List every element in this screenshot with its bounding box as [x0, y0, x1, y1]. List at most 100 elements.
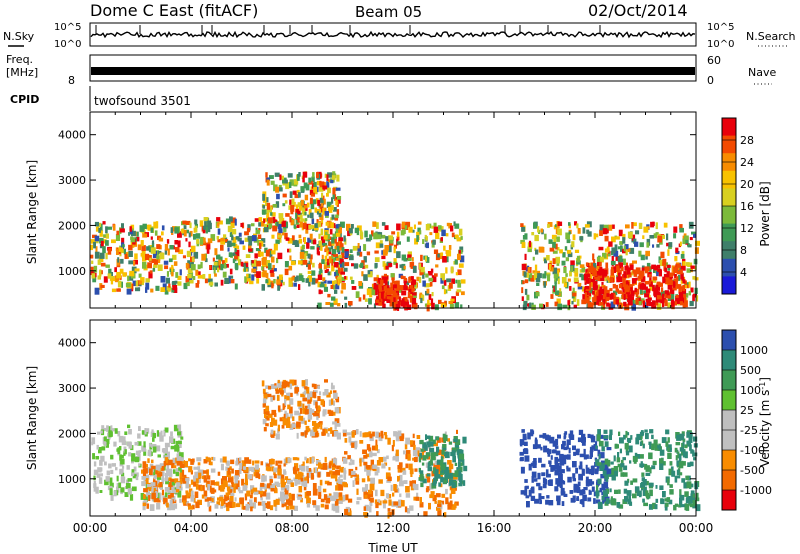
- echo-cell: [598, 289, 601, 297]
- echo-cell: [243, 484, 248, 491]
- echo-cell: [450, 472, 454, 479]
- echo-cell: [302, 222, 307, 230]
- echo-cell: [443, 512, 447, 518]
- echo-cell: [235, 265, 239, 271]
- echo-cell: [144, 428, 147, 435]
- echo-cell: [666, 271, 670, 278]
- echo-cell: [391, 279, 395, 284]
- echo-cell: [164, 472, 169, 479]
- echo-cell: [137, 433, 141, 439]
- echo-cell: [642, 282, 645, 288]
- echo-cell: [404, 506, 408, 513]
- echo-cell: [360, 232, 364, 240]
- echo-cell: [163, 464, 166, 471]
- echo-cell: [196, 239, 200, 244]
- echo-cell: [393, 246, 396, 254]
- echo-cell: [644, 266, 649, 271]
- echo-cell: [324, 480, 330, 485]
- echo-cell: [279, 417, 284, 422]
- echo-cell: [669, 489, 674, 495]
- echo-cell: [402, 470, 407, 475]
- echo-cell: [324, 211, 329, 216]
- echo-cell: [117, 280, 122, 288]
- echo-cell: [109, 431, 113, 437]
- echo-cell: [307, 237, 312, 243]
- echo-cell: [304, 379, 308, 386]
- echo-cell: [676, 298, 681, 304]
- echo-cell: [349, 249, 353, 253]
- echo-cell: [200, 236, 205, 241]
- velocity-x-axis: 00:00 04:00 08:00 12:00 16:00 20:00 00:00: [73, 320, 713, 535]
- echo-cell: [441, 468, 444, 473]
- echo-cell: [576, 260, 581, 265]
- echo-cell: [277, 424, 280, 432]
- echo-cell: [99, 237, 104, 244]
- echo-cell: [130, 224, 135, 231]
- echo-cell: [194, 225, 198, 233]
- echo-cell: [289, 248, 292, 253]
- echo-cell: [238, 232, 242, 237]
- echo-cell: [287, 457, 292, 463]
- echo-cell: [655, 232, 659, 236]
- echo-cell: [374, 257, 380, 262]
- echo-cell: [272, 216, 276, 222]
- echo-cell: [229, 216, 233, 222]
- echo-cell: [359, 440, 364, 444]
- echo-cell: [450, 225, 454, 232]
- power-x-axis: [89, 112, 697, 308]
- echo-cell: [656, 271, 659, 277]
- echo-cell: [105, 226, 108, 234]
- echo-cell: [266, 212, 270, 219]
- echo-cell: [582, 494, 587, 502]
- echo-cell: [416, 276, 420, 282]
- echo-cell: [593, 233, 597, 240]
- echo-cell: [454, 501, 459, 506]
- echo-cell: [574, 272, 579, 277]
- echo-cell: [211, 456, 214, 461]
- echo-cell: [301, 380, 306, 387]
- echo-cell: [533, 222, 537, 229]
- colorbar-swatch: [722, 330, 736, 351]
- echo-cell: [664, 498, 669, 502]
- echo-cell: [563, 458, 567, 465]
- echo-cell: [630, 290, 635, 297]
- echo-cell: [684, 235, 689, 240]
- echo-cell: [428, 294, 432, 300]
- echo-cell: [385, 284, 388, 291]
- echo-cell: [290, 260, 296, 266]
- echo-cell: [319, 267, 322, 271]
- echo-cell: [641, 472, 645, 477]
- echo-cell: [618, 272, 621, 277]
- echo-cell: [102, 246, 106, 254]
- echo-cell: [387, 476, 392, 482]
- echo-cell: [297, 400, 302, 407]
- echo-cell: [441, 457, 444, 462]
- echo-cell: [308, 209, 312, 215]
- echo-cell: [404, 301, 409, 306]
- echo-cell: [660, 290, 666, 296]
- echo-cell: [425, 488, 429, 493]
- echo-cell: [682, 284, 686, 292]
- echo-cell: [283, 387, 286, 393]
- echo-cell: [685, 293, 689, 298]
- echo-cell: [605, 498, 610, 504]
- echo-cell: [231, 482, 235, 488]
- echo-cell: [610, 461, 614, 465]
- echo-cell: [634, 287, 637, 293]
- echo-cell: [529, 273, 533, 278]
- echo-cell: [625, 272, 630, 279]
- echo-cell: [336, 482, 339, 490]
- echo-cell: [181, 228, 185, 234]
- echo-cell: [287, 238, 293, 244]
- echo-cell: [284, 179, 288, 184]
- echo-cell: [183, 282, 188, 290]
- colorbar-swatch: [722, 135, 736, 154]
- echo-cell: [121, 472, 125, 477]
- echo-cell: [140, 277, 145, 283]
- echo-cell: [585, 467, 590, 474]
- echo-cell: [676, 469, 680, 476]
- echo-cell: [343, 467, 346, 472]
- echo-cell: [554, 469, 559, 476]
- x-tick-label: 20:00: [578, 521, 613, 535]
- echo-cell: [555, 256, 560, 264]
